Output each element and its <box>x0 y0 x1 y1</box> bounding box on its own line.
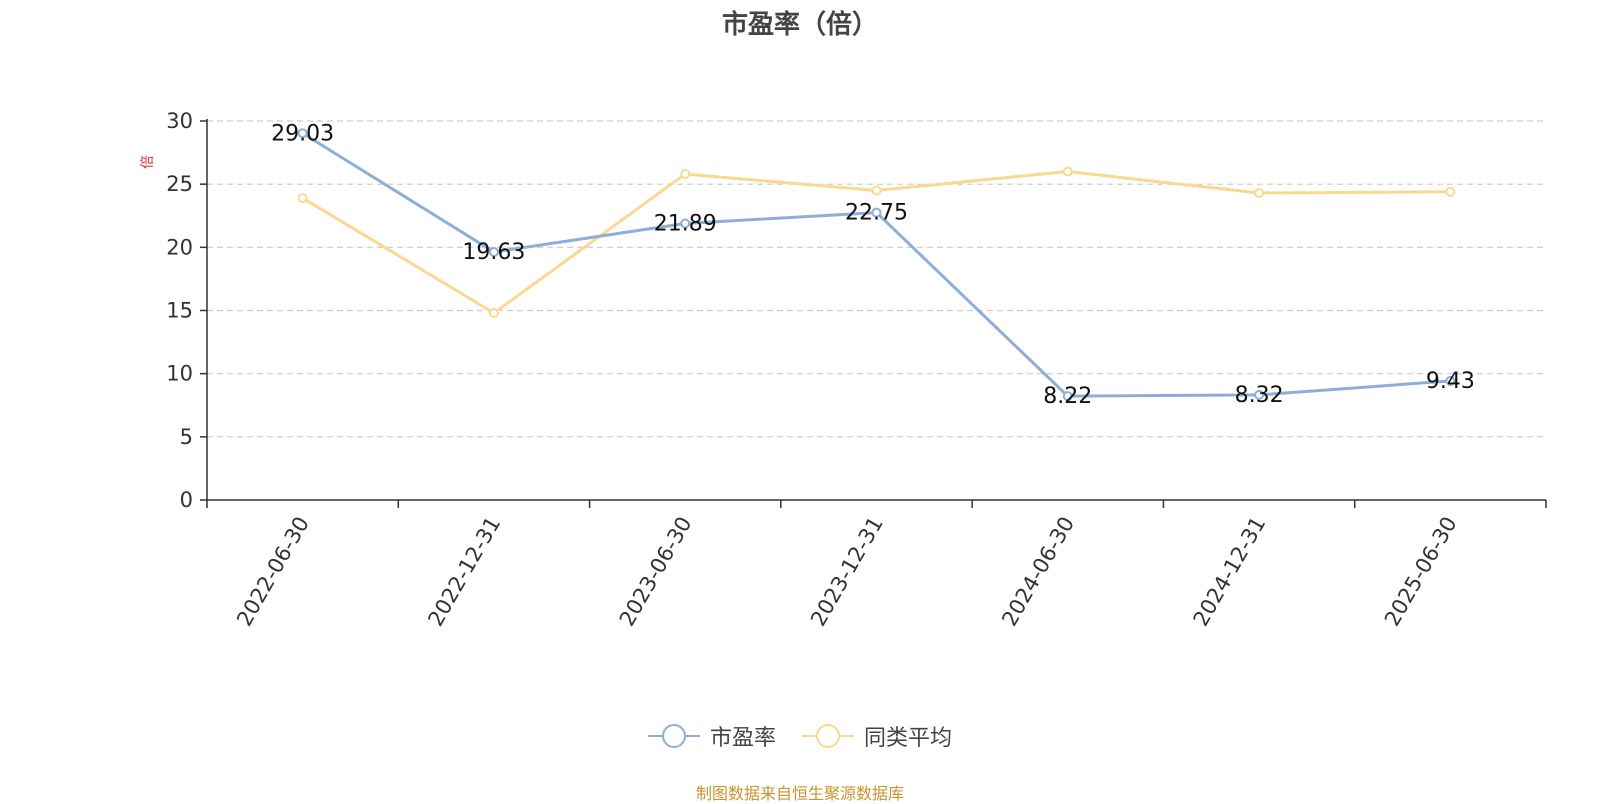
x-tick-label: 2022-06-30 <box>232 513 314 631</box>
data-label: 8.32 <box>1235 383 1284 408</box>
x-tick-label: 2023-12-31 <box>806 513 888 631</box>
data-point <box>1062 391 1073 402</box>
x-tick-label: 2024-12-31 <box>1189 513 1271 631</box>
y-tick-label: 10 <box>166 362 193 386</box>
y-tick-label: 20 <box>166 235 193 259</box>
legend-item-peer-average[interactable]: 同类平均 <box>802 720 952 752</box>
data-point <box>680 218 691 229</box>
y-tick-label: 25 <box>166 172 193 196</box>
data-point <box>297 193 308 204</box>
data-labels: 29.03 19.63 21.89 22.75 8.22 8.32 9.43 <box>271 121 1475 409</box>
y-tick-label: 15 <box>166 299 193 323</box>
data-label: 9.43 <box>1426 369 1475 394</box>
data-point <box>680 169 691 180</box>
data-point <box>297 128 308 139</box>
series-layer <box>297 128 1456 402</box>
data-point <box>871 185 882 196</box>
legend: 市盈率 同类平均 <box>0 720 1600 752</box>
data-point <box>1062 166 1073 177</box>
data-label: 22.75 <box>845 201 908 226</box>
x-tick-label: 2023-06-30 <box>615 513 697 631</box>
data-point <box>1445 375 1456 386</box>
chart-title: 市盈率（倍） <box>721 10 878 40</box>
legend-swatch-pe <box>647 724 700 748</box>
legend-label-pe: 市盈率 <box>709 726 776 751</box>
data-label: 29.03 <box>271 121 334 146</box>
y-tick-label: 30 <box>166 109 193 133</box>
grid-lines <box>207 120 1546 438</box>
legend-label-peer-average: 同类平均 <box>864 726 953 751</box>
x-tick-label: 2024-06-30 <box>997 513 1079 631</box>
x-tick-label: 2025-06-30 <box>1380 513 1462 631</box>
y-tick-label: 5 <box>180 425 193 449</box>
data-source-note: 制图数据来自恒生聚源数据库 <box>695 784 904 803</box>
data-point <box>1254 389 1265 400</box>
y-axis-label: 倍 <box>140 155 156 169</box>
data-point <box>1445 186 1456 197</box>
data-point <box>488 247 499 258</box>
data-point <box>871 207 882 218</box>
legend-item-pe[interactable]: 市盈率 <box>647 720 776 752</box>
y-tick-label: 0 <box>180 488 193 512</box>
data-point <box>488 308 499 319</box>
data-point <box>1254 188 1265 199</box>
data-label: 8.22 <box>1043 384 1092 409</box>
x-tick-label: 2022-12-31 <box>423 513 505 631</box>
data-label: 19.63 <box>462 240 525 265</box>
data-label: 21.89 <box>654 211 717 236</box>
legend-swatch-peer-average <box>802 724 854 748</box>
